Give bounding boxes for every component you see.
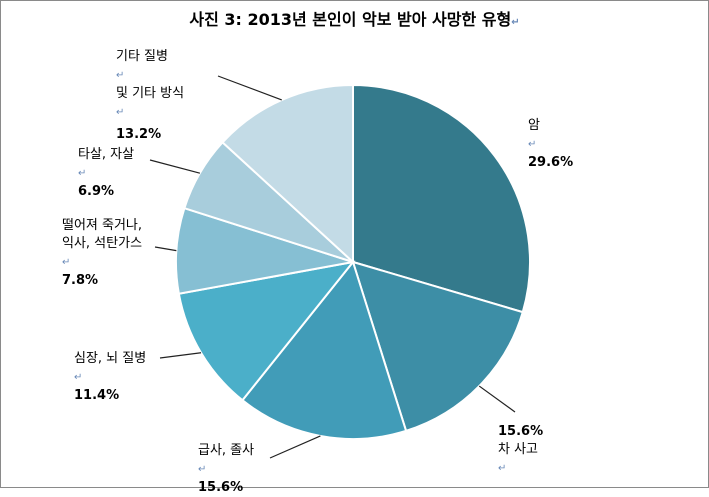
slice-label-homicide-suicide: 타살, 자살 ↵ 6.9% (78, 147, 135, 199)
slice-label-cancer: 암 ↵ 29.6% (528, 118, 574, 170)
leader-line-fall-drown-gas (154, 246, 177, 252)
pie-slice-other (221, 83, 354, 265)
leader-line-homicide-suicide (149, 159, 201, 174)
slice-label-fall-drown-gas: 떨어져 죽거나, 익사, 석탄가스 ↵ 7.8% (62, 218, 143, 288)
chart-title: 사진 3: 2013년 본인이 악보 받아 사망한 유형↵ (189, 10, 520, 29)
leader-line-heart-brain (159, 352, 202, 359)
slice-label-other: 기타 질병 ↵ 및 기타 방식 ↵ 13.2% (116, 49, 185, 142)
slice-label-heart-brain: 심장, 뇌 질병 ↵ 11.4% (74, 351, 147, 403)
leader-line-car-accident (478, 385, 516, 413)
slice-label-car-accident: 15.6% 차 사고 ↵ (498, 424, 544, 474)
leader-line-other (217, 75, 282, 101)
leader-line-sudden-death (269, 435, 321, 459)
slice-label-sudden-death: 급사, 졸사 ↵ 15.6% (198, 443, 255, 495)
pie-slice-sudden-death (241, 259, 408, 440)
pie-slice-cancer (352, 83, 531, 314)
